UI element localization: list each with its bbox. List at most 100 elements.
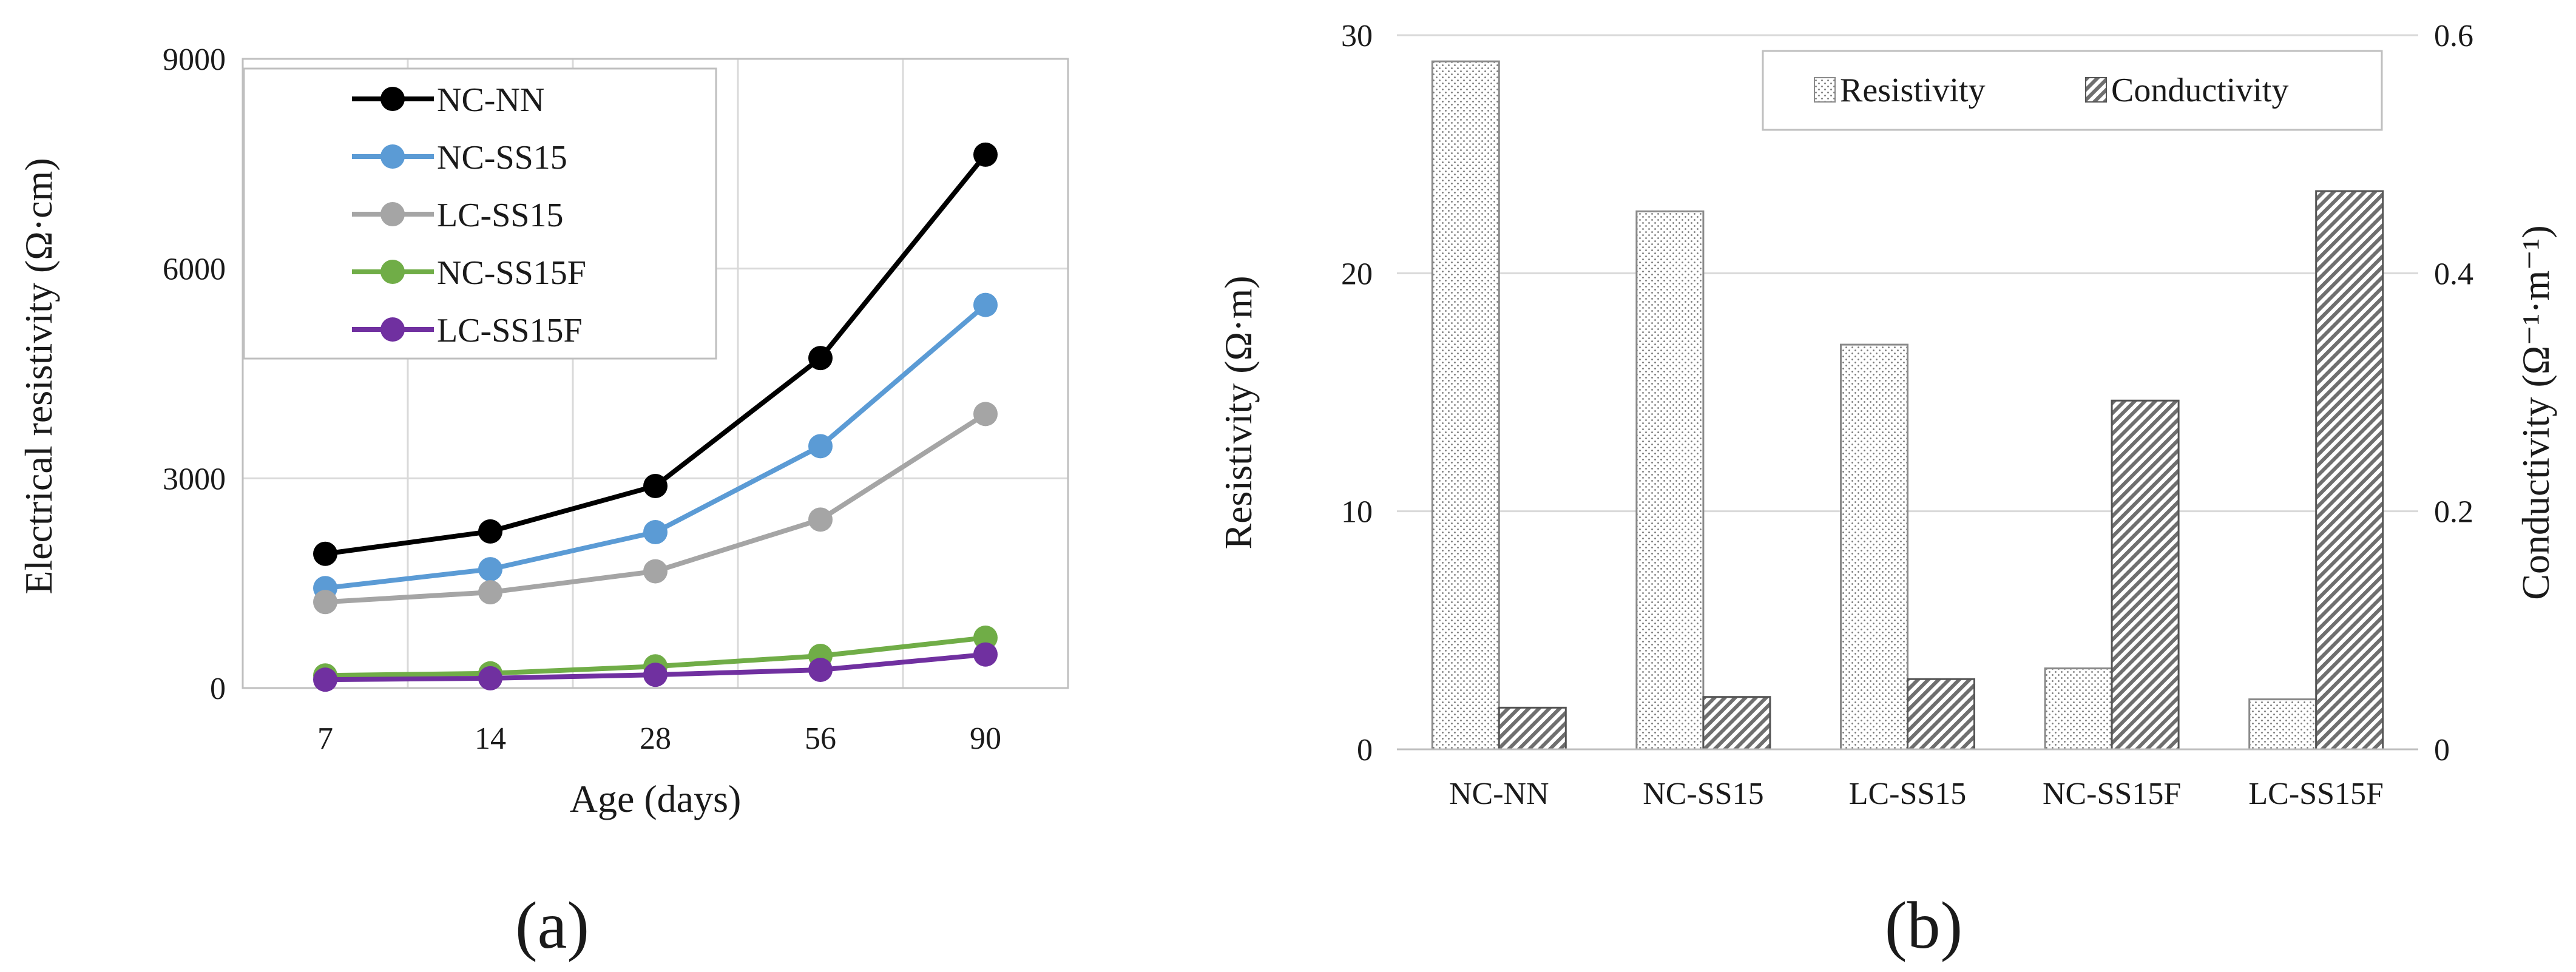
data-point: [973, 292, 998, 317]
legend-entry-lc-ss15f: LC-SS15F: [352, 312, 583, 349]
data-point: [808, 346, 833, 371]
chart-b-right-tick-label: 0.4: [2434, 257, 2473, 291]
chart-a-series-nc-nn: [313, 142, 998, 566]
chart-a-y-tick-label: 6000: [163, 252, 226, 287]
chart-a-legend: NC-NN NC-SS15 LC-SS15 NC-SS15F LC-SS15F: [243, 67, 717, 360]
chart-a-x-tick-label: 56: [805, 721, 836, 756]
resistivity-bar: [1840, 343, 1908, 751]
legend-entry-lc-ss15: LC-SS15: [352, 197, 564, 234]
conductivity-bar: [2111, 399, 2180, 751]
chart-a-legend-entries: NC-NN NC-SS15 LC-SS15 NC-SS15F LC-SS15F: [352, 81, 586, 349]
chart-b-y-axis-label: Resistivity (Ω·m): [1217, 275, 1260, 549]
chart-b-bars: [1431, 60, 2384, 751]
bar-group-lc-ss15f: [2248, 190, 2384, 751]
chart-b-category-label: LC-SS15: [1849, 777, 1967, 811]
data-point: [313, 541, 337, 566]
chart-b-caption: (b): [1885, 888, 1962, 962]
conductivity-bar: [1702, 696, 1771, 751]
data-point: [973, 642, 998, 667]
data-point: [478, 557, 502, 582]
legend-marker: [380, 87, 405, 111]
data-point: [643, 520, 668, 545]
data-point: [808, 434, 833, 459]
legend-resistivity-label: Resistivity: [1840, 72, 1986, 109]
chart-a-series-lc-ss15f: [313, 642, 998, 692]
conductivity-bar: [1907, 678, 1975, 751]
chart-a-y-axis-label: Electrical resistivity (Ω·cm): [17, 158, 60, 594]
data-point: [643, 559, 668, 584]
chart-b-category-labels: NC-NN NC-SS15 LC-SS15 NC-SS15F LC-SS15F: [1449, 777, 2384, 811]
legend-entry-nc-nn: NC-NN: [352, 81, 544, 119]
data-point: [313, 667, 337, 692]
chart-a-x-tick-labels: 7 14 28 56 90: [317, 721, 1001, 756]
chart-a-y-tick-label: 9000: [163, 42, 226, 77]
chart-a-y-tick-label: 3000: [163, 462, 226, 496]
legend-marker: [380, 202, 405, 226]
conductivity-bar: [1498, 706, 1567, 751]
resistivity-bar: [1635, 210, 1705, 751]
chart-b-left-tick-label: 20: [1341, 257, 1373, 291]
chart-b-right-tick-label: 0.2: [2434, 495, 2473, 530]
chart-b-right-tick-labels: 0 0.2 0.4 0.6: [2434, 19, 2473, 768]
data-point: [973, 402, 998, 427]
chart-b-left-tick-label: 10: [1341, 495, 1373, 530]
chart-a-x-tick-label: 90: [970, 721, 1001, 756]
data-point: [643, 663, 668, 687]
legend-marker: [380, 317, 405, 342]
legend-conductivity-swatch: [2085, 77, 2107, 103]
legend-entry-nc-ss15f: NC-SS15F: [352, 254, 586, 292]
chart-b-right-tick-label: 0: [2434, 733, 2450, 768]
chart-b-legend: Resistivity Conductivity: [1762, 50, 2383, 131]
chart-a-caption: (a): [515, 888, 589, 962]
bar-group-nc-ss15: [1635, 210, 1771, 751]
chart-b-right-tick-label: 0.6: [2434, 19, 2473, 53]
legend-label: LC-SS15: [437, 197, 564, 234]
chart-a-x-tick-label: 7: [317, 721, 333, 756]
chart-a-series-nc-ss15: [313, 292, 998, 601]
chart-a-y-tick-label: 0: [210, 672, 226, 706]
data-point: [643, 474, 668, 499]
chart-b-category-label: NC-SS15: [1643, 777, 1763, 811]
data-point: [478, 580, 502, 605]
chart-b-legend-box: [1762, 50, 2383, 131]
chart-b-left-tick-label: 0: [1357, 733, 1373, 768]
chart-b-left-tick-label: 30: [1341, 19, 1373, 53]
bar-group-lc-ss15: [1840, 343, 1975, 751]
chart-a-legend-box: [243, 67, 717, 360]
data-point: [478, 666, 502, 690]
chart-b-category-label: NC-NN: [1449, 777, 1549, 811]
data-point: [313, 590, 337, 615]
chart-a-x-tick-label: 28: [640, 721, 671, 756]
legend-marker: [380, 144, 405, 169]
legend-marker: [380, 260, 405, 284]
resistivity-bar: [1431, 60, 1500, 751]
chart-b-y2-axis-label: Conductivity (Ω⁻¹·m⁻¹): [2514, 225, 2557, 599]
chart-a: 0 3000 6000 9000 7 14 28 56 90 Age (days) Elect…: [17, 42, 1069, 962]
bar-group-nc-ss15f: [2044, 399, 2180, 751]
chart-b-category-label: LC-SS15F: [2248, 777, 2384, 811]
legend-resistivity-swatch: [1814, 77, 1836, 103]
chart-b-left-tick-labels: 0 10 20 30: [1341, 19, 1373, 768]
chart-b-category-label: NC-SS15F: [2043, 777, 2181, 811]
bar-group-nc-nn: [1431, 60, 1567, 751]
legend-label: NC-SS15: [437, 139, 567, 177]
chart-a-x-axis-label: Age (days): [570, 777, 742, 820]
data-point: [808, 507, 833, 532]
data-point: [478, 519, 502, 544]
legend-label: NC-NN: [437, 81, 544, 119]
legend-label: NC-SS15F: [437, 254, 586, 292]
chart-a-series-lc-ss15: [313, 402, 998, 615]
data-point: [973, 142, 998, 167]
legend-conductivity-label: Conductivity: [2111, 72, 2288, 109]
resistivity-bar: [2248, 698, 2317, 751]
data-point: [973, 626, 998, 650]
resistivity-bar: [2044, 667, 2113, 751]
conductivity-bar: [2315, 190, 2384, 751]
legend-entry-nc-ss15: NC-SS15: [352, 139, 567, 177]
legend-label: LC-SS15F: [437, 312, 583, 349]
chart-a-series: [313, 142, 998, 692]
data-point: [808, 658, 833, 683]
chart-a-plot-frame: [242, 58, 1069, 689]
